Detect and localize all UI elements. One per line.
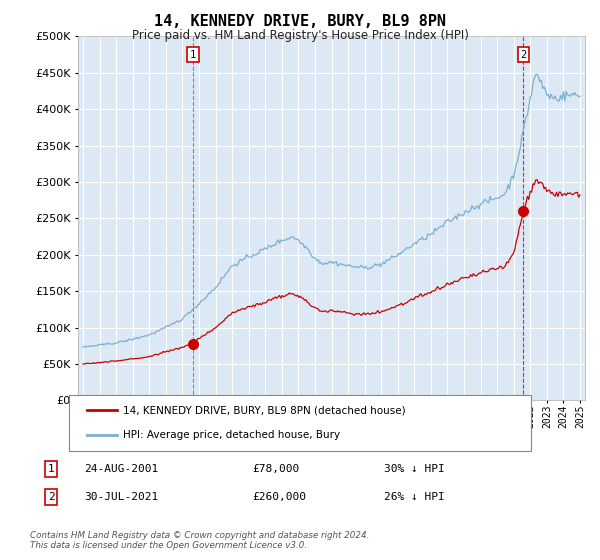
Text: Price paid vs. HM Land Registry's House Price Index (HPI): Price paid vs. HM Land Registry's House … [131, 29, 469, 42]
Text: 30% ↓ HPI: 30% ↓ HPI [384, 464, 445, 474]
Text: 24-AUG-2001: 24-AUG-2001 [84, 464, 158, 474]
Text: 1: 1 [190, 50, 196, 59]
Text: HPI: Average price, detached house, Bury: HPI: Average price, detached house, Bury [123, 430, 340, 440]
Text: £260,000: £260,000 [252, 492, 306, 502]
Text: 26% ↓ HPI: 26% ↓ HPI [384, 492, 445, 502]
Text: 30-JUL-2021: 30-JUL-2021 [84, 492, 158, 502]
Text: 1: 1 [47, 464, 55, 474]
Text: 2: 2 [520, 50, 526, 59]
Text: 2: 2 [47, 492, 55, 502]
Text: 14, KENNEDY DRIVE, BURY, BL9 8PN (detached house): 14, KENNEDY DRIVE, BURY, BL9 8PN (detach… [123, 405, 406, 416]
Text: 14, KENNEDY DRIVE, BURY, BL9 8PN: 14, KENNEDY DRIVE, BURY, BL9 8PN [154, 14, 446, 29]
Text: Contains HM Land Registry data © Crown copyright and database right 2024.
This d: Contains HM Land Registry data © Crown c… [30, 531, 370, 550]
Text: £78,000: £78,000 [252, 464, 299, 474]
